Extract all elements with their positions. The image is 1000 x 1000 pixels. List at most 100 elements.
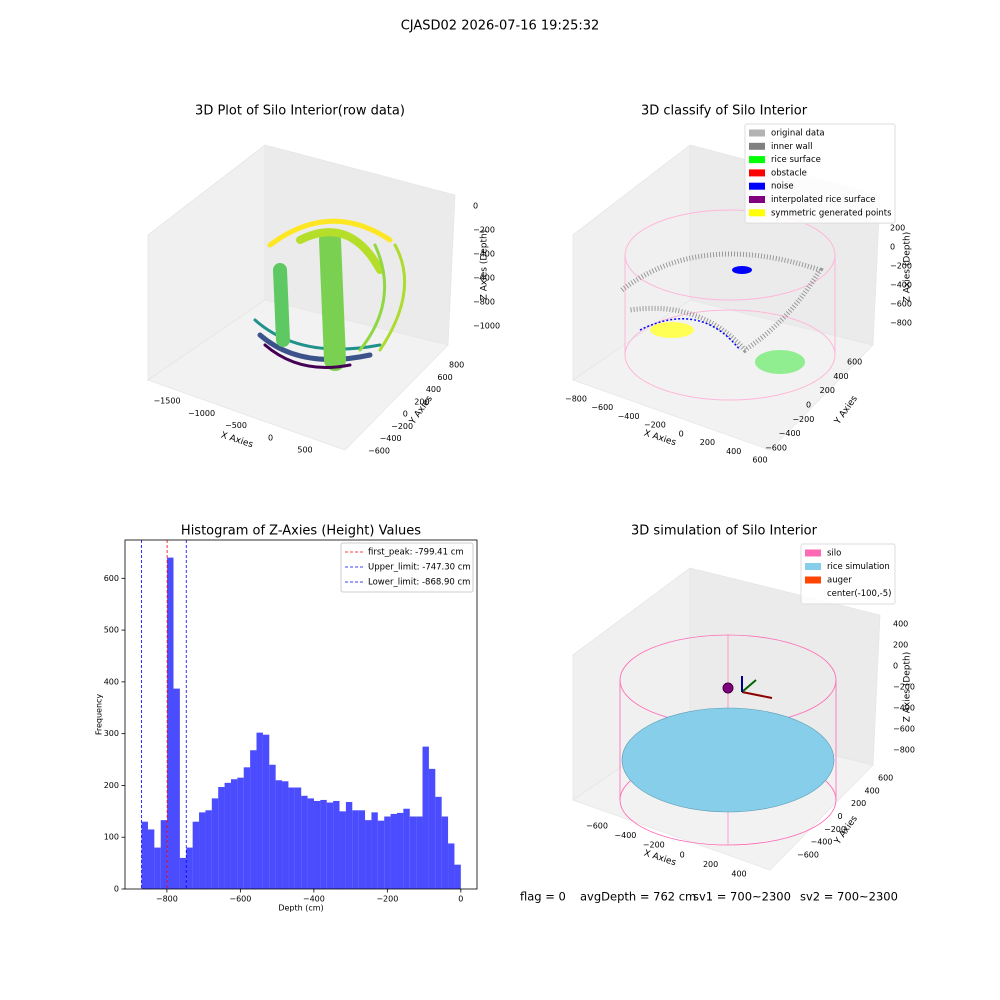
z-axis-label: Z Axies (Depth): [903, 232, 913, 303]
panel-title: 3D Plot of Silo Interior(row data): [195, 104, 405, 119]
legend-label: first_peak: -799.41 cm: [368, 548, 464, 558]
bar: [345, 802, 353, 889]
y-tick-label: 200: [820, 386, 835, 395]
y-tick-label: −400: [811, 838, 833, 847]
point-cloud-1: [253, 218, 407, 371]
z-tick-label: −800: [893, 746, 915, 755]
bar: [384, 816, 391, 889]
legend-label: interpolated rice surface: [771, 195, 876, 205]
bar: [358, 810, 366, 889]
bar: [154, 847, 161, 889]
z-tick-label: 0: [473, 202, 478, 211]
y-tick-label: 400: [833, 372, 848, 381]
z-axis-label: Z Axies (Depth): [903, 652, 913, 723]
bar: [256, 732, 263, 889]
x-axis-label: X Axies: [642, 429, 677, 449]
z-tick-label: −600: [893, 725, 915, 734]
bar: [141, 821, 148, 889]
bar: [301, 795, 308, 889]
bar: [294, 787, 302, 889]
z-tick-label: 0: [890, 243, 895, 252]
x-tick-label: 500: [297, 446, 312, 455]
x-tick-label: −600: [586, 822, 608, 831]
bar: [199, 812, 206, 889]
bar: [396, 812, 404, 889]
bar: [179, 857, 187, 889]
y-tick-label: 0: [806, 401, 811, 410]
bar: [377, 820, 385, 889]
bar: [218, 786, 225, 889]
x-tick-label: −600: [229, 895, 251, 904]
x-tick-label: −1500: [153, 397, 180, 406]
bar: [307, 798, 314, 889]
footer-text: avgDepth = 762 cm: [580, 890, 696, 904]
legend-label: noise: [771, 182, 794, 192]
bar: [237, 777, 244, 889]
x-tick-label: −400: [303, 895, 325, 904]
y-tick-label: 0: [403, 410, 408, 419]
y-tick-label: −600: [765, 444, 787, 453]
z-tick-label: 200: [893, 641, 908, 650]
y-tick-label: 600: [878, 774, 893, 783]
z-tick-label: 200: [890, 224, 905, 233]
legend-swatch: [805, 549, 821, 557]
x-tick-label: −600: [591, 403, 613, 412]
x-tick-label: −200: [643, 841, 665, 850]
bar: [390, 813, 397, 889]
z-tick-label: −600: [473, 274, 495, 283]
footer-text: sv1 = 700~2300: [693, 890, 791, 904]
x-tick-label: 600: [752, 456, 767, 465]
x-tick-label: −800: [156, 895, 178, 904]
bar: [282, 781, 289, 889]
y-tick-label: −200: [824, 825, 846, 834]
bar: [224, 782, 231, 889]
y-tick-label: 600: [104, 574, 119, 583]
y-tick-label: 200: [851, 799, 866, 808]
bar: [422, 746, 429, 889]
z-tick-label: −600: [890, 300, 912, 309]
bar: [339, 811, 346, 889]
y-tick-label: −400: [380, 434, 402, 443]
legend-label: inner wall: [771, 142, 812, 152]
y-tick-label: 400: [104, 677, 119, 686]
bar: [186, 847, 193, 889]
bar: [211, 798, 219, 889]
footer-text: flag = 0: [520, 890, 566, 904]
legend-label: obstacle: [771, 168, 807, 178]
bar: [167, 557, 174, 889]
bar: [288, 787, 295, 889]
bar: [173, 688, 180, 889]
legend-swatch: [749, 129, 765, 137]
legend-swatch: [749, 169, 765, 177]
suptitle: CJASD02 2026-07-16 19:25:32: [401, 19, 600, 34]
bar: [416, 816, 423, 889]
bar: [313, 800, 321, 889]
y-tick-label: 300: [104, 729, 119, 738]
y-axis-label: Frequency: [95, 694, 104, 736]
x-tick-label: 0: [458, 895, 463, 904]
legend-swatch: [749, 142, 765, 150]
y-tick-label: 0: [838, 812, 843, 821]
z-axis-label: Z Axies (Depth): [480, 230, 490, 301]
bar: [147, 829, 155, 889]
y-tick-label: 600: [847, 358, 862, 367]
legend-swatch: [749, 209, 765, 217]
y-tick-label: 0: [114, 885, 119, 894]
y-tick-label: 400: [426, 385, 441, 394]
bar: [192, 821, 200, 889]
z-tick-label: −200: [893, 683, 915, 692]
legend-label: silo: [827, 549, 841, 559]
x-tick-label: −200: [644, 421, 666, 430]
y-tick-label: 500: [104, 626, 119, 635]
legend-label: auger: [827, 576, 852, 586]
panel-title: 3D classify of Silo Interior: [641, 104, 808, 119]
y-tick-label: 200: [414, 397, 429, 406]
legend-label: center(-100,-5): [827, 589, 891, 599]
bar: [365, 820, 372, 889]
x-tick-label: 200: [700, 438, 715, 447]
x-axis-label: X Axies: [642, 849, 677, 869]
y-tick-label: −200: [391, 422, 413, 431]
axes-frame: [124, 539, 478, 890]
legend-swatch: [749, 196, 765, 203]
